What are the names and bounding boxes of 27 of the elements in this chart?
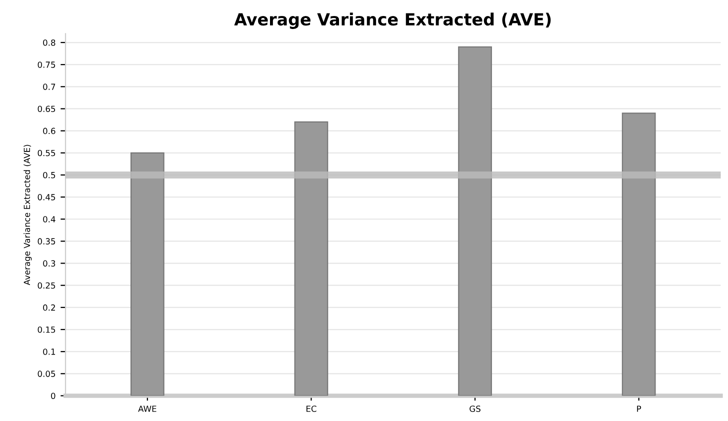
bar: [130, 152, 164, 396]
y-tick-label: 0.65: [38, 106, 56, 112]
y-tick-label: 0.45: [38, 194, 56, 200]
y-tick-label: 0.75: [38, 62, 56, 68]
y-tick-label: 0.6: [43, 128, 56, 134]
y-tick-label: 0.35: [38, 238, 56, 244]
x-tick-label: P: [637, 406, 642, 412]
y-tick-label: 0.15: [38, 326, 56, 333]
y-tick-label: 0.25: [38, 282, 56, 289]
y-tick-label: 0.3: [43, 260, 56, 267]
y-tick-label: 0: [51, 392, 56, 400]
x-tick-label: EC: [306, 406, 316, 412]
y-tick-label: 0.05: [38, 370, 56, 377]
x-tick-label: GS: [470, 406, 480, 412]
y-tick-label: 0.7: [43, 84, 56, 90]
chart-title: Average Variance Extracted (AVE): [234, 12, 551, 29]
x-tick-label: AWE: [138, 406, 156, 412]
y-axis-title: Average Variance Extracted (AVE): [24, 144, 32, 286]
y-tick-label: 0.55: [38, 150, 56, 156]
y-tick-label: 0.1: [43, 348, 56, 355]
y-tick-label: 0.8: [43, 39, 56, 46]
y-tick-label: 0.2: [43, 304, 55, 311]
y-tick-label: 0.4: [43, 216, 56, 222]
bar: [294, 121, 328, 396]
bar: [458, 46, 492, 396]
y-tick-label: 0.5: [43, 172, 56, 178]
bar: [622, 112, 656, 396]
